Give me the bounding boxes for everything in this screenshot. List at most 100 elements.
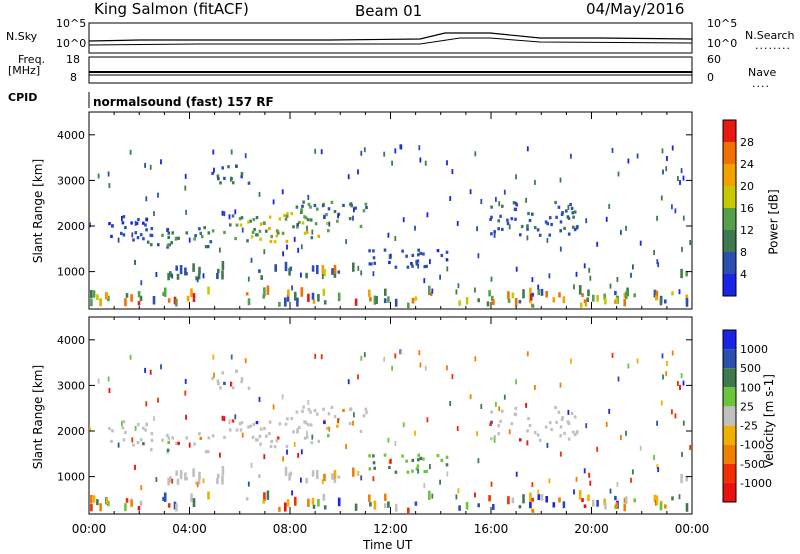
power-echo-cell bbox=[323, 300, 327, 305]
power-echo-cell bbox=[307, 218, 310, 222]
velocity-echo-cell bbox=[282, 456, 284, 462]
power-echo-cell bbox=[240, 175, 243, 179]
power-echo-cell bbox=[526, 146, 529, 152]
velocity-echo-cell bbox=[235, 369, 238, 373]
power-echo-cell bbox=[230, 149, 233, 155]
power-echo-cell bbox=[352, 215, 354, 221]
velocity-echo-cell bbox=[311, 470, 315, 477]
velocity-echo-cell bbox=[303, 436, 307, 440]
power-echo-cell bbox=[372, 256, 376, 260]
velocity-echo-cell bbox=[144, 428, 147, 432]
velocity-echo-cell bbox=[317, 499, 320, 507]
velocity-echo-cell bbox=[682, 420, 685, 426]
velocity-echo-cell bbox=[498, 406, 501, 412]
velocity-echo-cell bbox=[217, 473, 220, 479]
power-echo-cell bbox=[480, 199, 483, 204]
velocity-echo-cell bbox=[414, 501, 418, 506]
velocity-echo-cell bbox=[177, 441, 180, 445]
power-echo-cell bbox=[250, 257, 253, 263]
velocity-echo-cell bbox=[653, 455, 655, 460]
velocity-echo-cell bbox=[288, 473, 291, 481]
power-echo-cell bbox=[458, 300, 461, 306]
velocity-echo-cell bbox=[173, 501, 177, 510]
power-echo-cell bbox=[235, 223, 239, 227]
power-echo-cell bbox=[211, 229, 215, 233]
power-echo-cell bbox=[110, 234, 113, 238]
power-echo-cell bbox=[415, 260, 418, 264]
power-echo-cell bbox=[570, 206, 574, 210]
power-echo-cell bbox=[490, 205, 493, 209]
power-echo-cell bbox=[495, 196, 497, 202]
power-echo-cell bbox=[316, 207, 319, 211]
velocity-echo-cell bbox=[303, 420, 306, 424]
power-echo-cell bbox=[414, 225, 416, 231]
velocity-echo-cell bbox=[562, 501, 566, 509]
power-echo-cell bbox=[498, 201, 501, 207]
velocity-echo-cell bbox=[360, 475, 363, 481]
velocity-echo-cell bbox=[337, 475, 341, 479]
velocity-echo-cell bbox=[247, 481, 250, 487]
power-echo-cell bbox=[406, 265, 410, 269]
power-echo-cell bbox=[515, 174, 517, 180]
velocity-echo-cell bbox=[417, 453, 420, 457]
power-echo-cell bbox=[354, 206, 357, 210]
power-echo-cell bbox=[336, 219, 339, 223]
power-echo-cell bbox=[419, 251, 422, 255]
power-echo-cell bbox=[490, 276, 493, 282]
velocity-echo-cell bbox=[363, 352, 366, 358]
power-echo-cell bbox=[255, 233, 258, 237]
power-echo-cell bbox=[394, 265, 398, 269]
velocity-echo-cell bbox=[422, 457, 425, 461]
velocity-echo-cell bbox=[573, 415, 577, 419]
power-echo-cell bbox=[530, 293, 533, 301]
velocity-echo-cell bbox=[388, 459, 391, 465]
velocity-echo-cell bbox=[611, 352, 614, 358]
velocity-echo-cell bbox=[99, 503, 102, 512]
velocity-echo-cell bbox=[111, 429, 114, 433]
power-echo-cell bbox=[417, 248, 420, 252]
power-echo-cell bbox=[234, 237, 237, 241]
velocity-echo-cell bbox=[570, 358, 572, 364]
velocity-echo-cell bbox=[219, 386, 222, 390]
power-echo-cell bbox=[278, 217, 282, 221]
velocity-echo-cell bbox=[313, 408, 317, 413]
velocity-echo-cell bbox=[609, 488, 612, 494]
velocity-echo-cell bbox=[235, 428, 239, 432]
velocity-echo-cell bbox=[620, 434, 622, 440]
velocity-echo-cell bbox=[284, 502, 287, 512]
velocity-echo-cell bbox=[219, 452, 221, 458]
power-echo-cell bbox=[266, 285, 270, 295]
velocity-echo-cell bbox=[306, 430, 308, 436]
power-echo-cell bbox=[258, 229, 262, 233]
power-echo-cell bbox=[259, 237, 262, 241]
power-echo-cell bbox=[586, 297, 589, 303]
power-echo-cell bbox=[196, 277, 199, 283]
velocity-echo-cell bbox=[664, 504, 667, 509]
power-echo-cell bbox=[477, 253, 480, 259]
velocity-echo-cell bbox=[567, 437, 571, 441]
velocity-echo-cell bbox=[588, 472, 591, 478]
velocity-echo-cell bbox=[150, 432, 154, 436]
power-echo-cell bbox=[526, 227, 529, 231]
velocity-echo-cell bbox=[416, 464, 420, 468]
velocity-colorbar-swatch bbox=[723, 387, 736, 407]
power-echo-cell bbox=[527, 212, 530, 216]
velocity-echo-cell bbox=[97, 378, 100, 384]
power-echo-cell bbox=[296, 225, 299, 229]
velocity-echo-cell bbox=[255, 421, 259, 425]
freq-unit: [MHz] bbox=[8, 64, 41, 77]
power-echo-cell bbox=[284, 261, 288, 272]
power-echo-cell bbox=[188, 237, 191, 243]
power-echo-cell bbox=[273, 240, 277, 244]
velocity-echo-cell bbox=[357, 374, 359, 380]
power-echo-cell bbox=[166, 243, 170, 247]
power-echo-cell bbox=[213, 167, 215, 173]
velocity-echo-cell bbox=[508, 429, 511, 435]
velocity-echo-cell bbox=[372, 461, 376, 465]
velocity-echo-cell bbox=[323, 420, 326, 425]
power-echo-cell bbox=[223, 211, 226, 217]
velocity-echo-cell bbox=[616, 482, 619, 487]
velocity-echo-cell bbox=[294, 496, 297, 506]
power-echo-cell bbox=[671, 204, 673, 210]
velocity-echo-cell bbox=[142, 426, 145, 430]
